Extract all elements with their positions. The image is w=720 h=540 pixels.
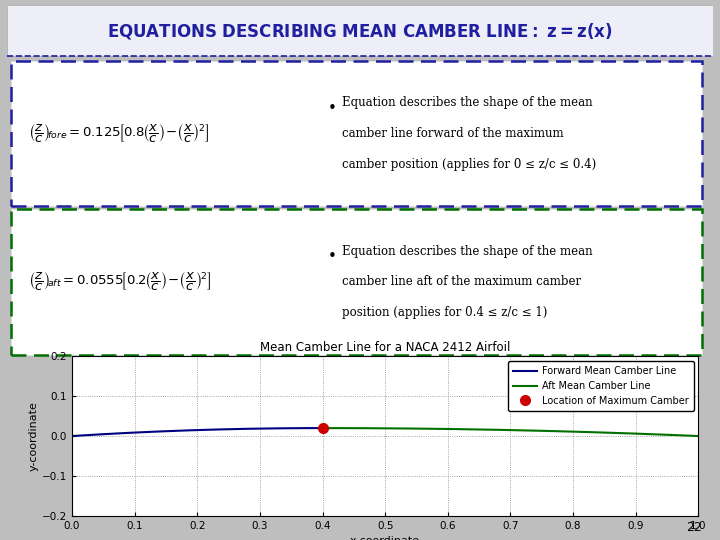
Aft Mean Camber Line: [541, 428, 549, 434]
Forward Mean Camber Line: [217, 426, 225, 433]
Aft Mean Camber Line: [694, 433, 703, 440]
Aft Mean Camber Line: [548, 428, 557, 434]
Line: Aft Mean Camber Line: Aft Mean Camber Line: [323, 428, 698, 436]
Text: Equation describes the shape of the mean: Equation describes the shape of the mean: [343, 96, 593, 110]
Aft Mean Camber Line: [542, 428, 551, 434]
Y-axis label: y-coordinate: y-coordinate: [29, 401, 39, 471]
X-axis label: x-coordinate: x-coordinate: [350, 536, 420, 540]
Forward Mean Camber Line: [221, 426, 230, 433]
Forward Mean Camber Line: [294, 425, 303, 431]
Text: camber line forward of the maximum: camber line forward of the maximum: [343, 127, 564, 140]
Title: Mean Camber Line for a NACA 2412 Airfoil: Mean Camber Line for a NACA 2412 Airfoil: [260, 341, 510, 354]
Text: camber line aft of the maximum camber: camber line aft of the maximum camber: [343, 275, 582, 288]
Forward Mean Camber Line: [279, 425, 287, 431]
FancyBboxPatch shape: [11, 61, 702, 206]
FancyBboxPatch shape: [11, 209, 702, 355]
Text: •: •: [328, 249, 337, 264]
Aft Mean Camber Line: [635, 430, 644, 437]
Forward Mean Camber Line: [216, 426, 225, 433]
Forward Mean Camber Line: [68, 433, 77, 439]
Bar: [7, 5, 713, 56]
Text: •: •: [328, 101, 337, 116]
Text: Equation describes the shape of the mean: Equation describes the shape of the mean: [343, 245, 593, 258]
Text: camber position (applies for 0 ≤ z/c ≤ 0.4): camber position (applies for 0 ≤ z/c ≤ 0…: [343, 158, 597, 171]
Text: $\left(\dfrac{z}{c}\right)_{\!\!fore}$$ = 0.125\!\left[0.8\!\left(\dfrac{x}{c}\r: $\left(\dfrac{z}{c}\right)_{\!\!fore}$$ …: [28, 123, 210, 145]
Forward Mean Camber Line: [318, 425, 327, 431]
Text: position (applies for 0.4 ≤ z/c ≤ 1): position (applies for 0.4 ≤ z/c ≤ 1): [343, 306, 548, 319]
Aft Mean Camber Line: [318, 425, 327, 431]
Aft Mean Camber Line: [659, 431, 667, 438]
Line: Forward Mean Camber Line: Forward Mean Camber Line: [72, 428, 323, 436]
Text: $\mathbf{EQUATIONS\ DESCRIBING\ MEAN\ CAMBER\ LINE:}$$\mathbf{\ z = z(x)}$: $\mathbf{EQUATIONS\ DESCRIBING\ MEAN\ CA…: [107, 21, 613, 41]
Forward Mean Camber Line: [68, 433, 76, 440]
Legend: Forward Mean Camber Line, Aft Mean Camber Line, Location of Maximum Camber: Forward Mean Camber Line, Aft Mean Cambe…: [508, 361, 693, 411]
Text: 22: 22: [686, 521, 702, 534]
Text: $\left(\dfrac{z}{c}\right)_{\!\!aft}$$ = 0.0555\!\left[0.2\!\left(\dfrac{x}{c}\r: $\left(\dfrac{z}{c}\right)_{\!\!aft}$$ =…: [28, 271, 212, 293]
Aft Mean Camber Line: [320, 425, 328, 431]
